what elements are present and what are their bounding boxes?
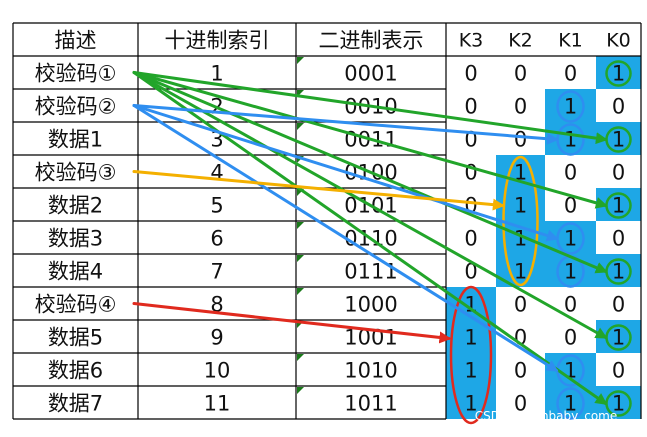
- row-decimal-index: 1: [210, 62, 223, 86]
- row-bit-k2: 0: [514, 128, 527, 152]
- row-bit-k1: 0: [564, 194, 577, 218]
- row-bit-k2: 1: [514, 260, 527, 284]
- row-binary: 0111: [344, 260, 397, 284]
- row-bit-k2: 0: [514, 359, 527, 383]
- row-bit-k2: 0: [514, 326, 527, 350]
- row-binary: 0010: [344, 95, 397, 119]
- row-decimal-index: 8: [210, 293, 223, 317]
- row-bit-k1: 0: [564, 293, 577, 317]
- row-description: 校验码④: [35, 293, 117, 317]
- row-bit-k2: 0: [514, 62, 527, 86]
- row-description: 校验码①: [35, 62, 117, 86]
- row-description: 数据2: [48, 194, 103, 218]
- row-bit-k0: 0: [612, 293, 625, 317]
- row-binary: 0001: [344, 62, 397, 86]
- row-binary: 1010: [344, 359, 397, 383]
- formula-indicator-icon: [297, 354, 304, 361]
- row-decimal-index: 9: [210, 326, 223, 350]
- row-bit-k1: 0: [564, 326, 577, 350]
- formula-indicator-icon: [297, 57, 304, 64]
- row-bit-k3: 0: [464, 62, 477, 86]
- formula-indicator-icon: [297, 288, 304, 295]
- row-binary: 0110: [344, 227, 397, 251]
- row-decimal-index: 5: [210, 194, 223, 218]
- row-decimal-index: 2: [210, 95, 223, 119]
- header-5: K1: [558, 30, 583, 52]
- row-bit-k2: 1: [514, 194, 527, 218]
- row-bit-k0: 1: [612, 194, 625, 218]
- row-bit-k1: 1: [564, 260, 577, 284]
- header-1: 十进制索引: [165, 29, 270, 53]
- row-binary: 0100: [344, 161, 397, 185]
- row-decimal-index: 6: [210, 227, 223, 251]
- row-bit-k1: 1: [564, 128, 577, 152]
- row-bit-k0: 0: [612, 95, 625, 119]
- row-bit-k0: 1: [612, 128, 625, 152]
- row-bit-k3: 0: [464, 260, 477, 284]
- row-description: 数据5: [48, 326, 103, 350]
- row-description: 数据3: [48, 227, 103, 251]
- row-bit-k3: 0: [464, 161, 477, 185]
- row-bit-k1: 1: [564, 392, 577, 416]
- row-bit-k3: 1: [464, 293, 477, 317]
- formula-indicator-icon: [297, 123, 304, 130]
- row-bit-k2: 0: [514, 293, 527, 317]
- row-bit-k0: 1: [612, 260, 625, 284]
- row-binary: 1001: [344, 326, 397, 350]
- formula-indicator-icon: [297, 222, 304, 229]
- row-description: 校验码③: [35, 161, 117, 185]
- row-description: 数据4: [48, 260, 103, 284]
- row-bit-k1: 0: [564, 62, 577, 86]
- row-description: 数据7: [48, 392, 103, 416]
- row-bit-k2: 1: [514, 161, 527, 185]
- row-bit-k3: 0: [464, 194, 477, 218]
- row-bit-k2: 1: [514, 227, 527, 251]
- row-bit-k0: 0: [612, 227, 625, 251]
- row-decimal-index: 11: [204, 392, 231, 416]
- row-bit-k3: 1: [464, 359, 477, 383]
- formula-indicator-icon: [297, 387, 304, 394]
- row-bit-k3: 0: [464, 227, 477, 251]
- row-bit-k1: 1: [564, 227, 577, 251]
- row-bit-k1: 1: [564, 95, 577, 119]
- header-2: 二进制表示: [319, 29, 424, 53]
- row-binary: 0011: [344, 128, 397, 152]
- row-bit-k0: 1: [612, 326, 625, 350]
- formula-indicator-icon: [297, 255, 304, 262]
- row-decimal-index: 4: [210, 161, 223, 185]
- header-6: K0: [606, 30, 631, 52]
- row-bit-k0: 0: [612, 359, 625, 383]
- header-3: K3: [459, 30, 484, 52]
- row-binary: 1000: [344, 293, 397, 317]
- row-decimal-index: 10: [204, 359, 231, 383]
- row-bit-k0: 1: [612, 62, 625, 86]
- row-bit-k3: 1: [464, 392, 477, 416]
- row-bit-k3: 1: [464, 326, 477, 350]
- header-4: K2: [508, 30, 533, 52]
- row-decimal-index: 7: [210, 260, 223, 284]
- row-bit-k3: 0: [464, 128, 477, 152]
- formula-indicator-icon: [297, 156, 304, 163]
- formula-indicator-icon: [297, 321, 304, 328]
- row-decimal-index: 3: [210, 128, 223, 152]
- formula-indicator-icon: [297, 189, 304, 196]
- row-bit-k1: 0: [564, 161, 577, 185]
- row-bit-k2: 0: [514, 392, 527, 416]
- row-bit-k0: 1: [612, 392, 625, 416]
- header-0: 描述: [55, 29, 97, 53]
- row-bit-k0: 0: [612, 161, 625, 185]
- formula-indicator-icon: [297, 90, 304, 97]
- row-bit-k1: 1: [564, 359, 577, 383]
- row-description: 数据1: [48, 128, 103, 152]
- row-description: 校验码②: [35, 95, 117, 119]
- row-binary: 0101: [344, 194, 397, 218]
- row-bit-k2: 0: [514, 95, 527, 119]
- row-description: 数据6: [48, 359, 103, 383]
- row-bit-k3: 0: [464, 95, 477, 119]
- row-binary: 1011: [344, 392, 397, 416]
